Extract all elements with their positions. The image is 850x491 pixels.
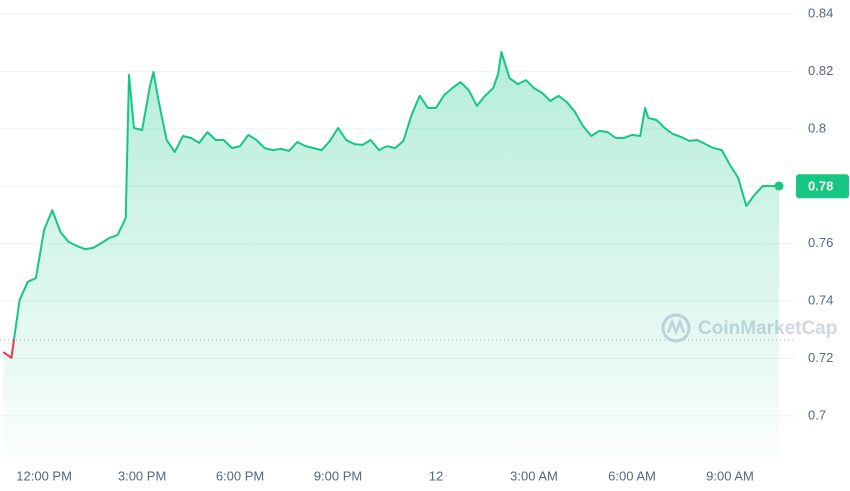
y-tick-label: 0.72 — [808, 350, 833, 365]
x-tick-label: 12:00 PM — [16, 468, 72, 483]
current-price-label: 0.78 — [808, 179, 833, 194]
y-tick-label: 0.84 — [808, 5, 833, 20]
y-tick-label: 0.76 — [808, 235, 833, 250]
plot — [0, 50, 795, 459]
x-tick-label: 3:00 AM — [510, 468, 558, 483]
current-price-box — [796, 174, 849, 199]
y-tick-label: 0.74 — [808, 292, 833, 307]
y-tick-label: 0.82 — [808, 63, 833, 78]
x-tick-label: 9:00 PM — [314, 468, 362, 483]
y-tick-label: 0.7 — [808, 407, 826, 422]
x-tick-label: 9:00 AM — [706, 468, 754, 483]
x-tick-label: 6:00 AM — [608, 468, 656, 483]
x-tick-label: 3:00 PM — [118, 468, 166, 483]
last-point — [774, 181, 784, 191]
x-tick-label: 6:00 PM — [216, 468, 264, 483]
price-line — [2, 50, 779, 359]
area-fill — [3, 51, 780, 459]
x-tick-label: 12 — [429, 468, 443, 483]
y-tick-label: 0.8 — [808, 120, 826, 135]
